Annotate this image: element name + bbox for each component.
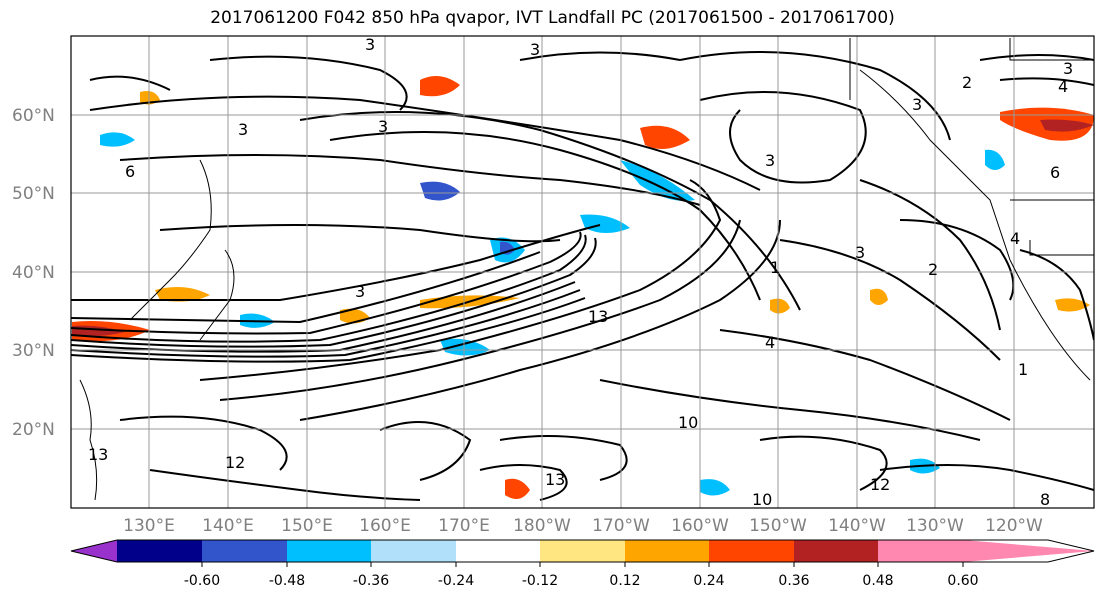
colorbar-segment xyxy=(794,540,878,562)
lon-label: 180°W xyxy=(513,516,571,536)
contour-label: 1 xyxy=(1018,360,1028,379)
lon-label: 140°E xyxy=(202,516,254,536)
colorbar-tick-label: -0.12 xyxy=(522,573,558,589)
contour-label: 3 xyxy=(1063,59,1073,78)
colorbar-tick-label: 0.60 xyxy=(947,573,978,589)
contour-label: 4 xyxy=(765,333,775,352)
colorbar-segment xyxy=(625,540,709,562)
contour-label: 13 xyxy=(545,470,565,489)
contour-label: 1 xyxy=(770,258,780,277)
lon-label: 130°E xyxy=(123,516,175,536)
colorbar-tick-label: -0.24 xyxy=(438,573,474,589)
contour-label: 4 xyxy=(1058,77,1068,96)
contour-label: 6 xyxy=(125,162,135,181)
contour-label: 3 xyxy=(530,40,540,59)
colorbar-segment xyxy=(540,540,625,562)
lon-label: 170°E xyxy=(438,516,490,536)
lat-label: 30°N xyxy=(12,341,55,361)
colorbar-segment xyxy=(287,540,371,562)
colorbar-tick-label: -0.48 xyxy=(269,573,305,589)
colorbar-extend-high xyxy=(963,540,1094,562)
contour-label: 3 xyxy=(912,95,922,114)
lon-label: 130°W xyxy=(906,516,964,536)
contour-label: 13 xyxy=(88,445,108,464)
lon-label: 150°W xyxy=(749,516,807,536)
colorbar-tick-label: -0.60 xyxy=(184,573,220,589)
contour-label: 3 xyxy=(855,243,865,262)
map-frame xyxy=(70,35,1095,509)
graticule xyxy=(71,36,1094,508)
colorbar-tick-label: -0.36 xyxy=(353,573,389,589)
colorbar: -0.60 -0.48 -0.36 -0.24 -0.12 0.12 0.24 … xyxy=(70,539,1095,589)
contour-label: 10 xyxy=(678,413,698,432)
lat-label: 40°N xyxy=(12,263,55,283)
contour-labels: 3 6 3 3 3 2 3 4 3 3 3 6 1 3 4 13 4 2 1 1… xyxy=(88,35,1073,509)
colorbar-segment xyxy=(371,540,456,562)
lat-label: 60°N xyxy=(12,106,55,126)
latitude-labels: 60°N 50°N 40°N 30°N 20°N xyxy=(12,106,55,440)
contour-label: 3 xyxy=(378,117,388,136)
contour-label: 12 xyxy=(225,453,245,472)
map-panel: 3 6 3 3 3 2 3 4 3 3 3 6 1 3 4 13 4 2 1 1… xyxy=(71,35,1094,509)
contour-label: 3 xyxy=(365,35,375,54)
lon-label: 140°W xyxy=(828,516,886,536)
qvapor-shading xyxy=(72,76,1094,499)
colorbar-tick-label: 0.12 xyxy=(609,573,640,589)
colorbar-tick-label: 0.36 xyxy=(778,573,809,589)
colorbar-tick-label: 0.48 xyxy=(862,573,893,589)
contour-label: 10 xyxy=(752,490,772,509)
colorbar-segment xyxy=(117,540,202,562)
lon-label: 160°W xyxy=(671,516,729,536)
contour-label: 13 xyxy=(588,307,608,326)
contour-label: 12 xyxy=(870,475,890,494)
lat-label: 50°N xyxy=(12,184,55,204)
lat-label: 20°N xyxy=(12,420,55,440)
lon-label: 170°W xyxy=(592,516,650,536)
contour-label: 3 xyxy=(355,282,365,301)
lon-label: 160°E xyxy=(359,516,411,536)
contour-label: 8 xyxy=(1040,490,1050,509)
colorbar-segment xyxy=(202,540,287,562)
longitude-labels: 130°E 140°E 150°E 160°E 170°E 180°W 170°… xyxy=(123,516,1043,536)
ivt-contours xyxy=(71,51,1094,501)
colorbar-extend-low xyxy=(71,540,117,562)
contour-label: 2 xyxy=(928,260,938,279)
lon-label: 120°W xyxy=(985,516,1043,536)
map-title: 2017061200 F042 850 hPa qvapor, IVT Land… xyxy=(210,8,895,28)
colorbar-segment xyxy=(456,540,540,562)
contour-label: 6 xyxy=(1050,163,1060,182)
colorbar-tick-label: 0.24 xyxy=(693,573,724,589)
contour-label: 2 xyxy=(962,73,972,92)
colorbar-segment xyxy=(878,540,963,562)
coastlines xyxy=(79,38,1094,501)
colorbar-segment xyxy=(709,540,794,562)
contour-label: 3 xyxy=(765,151,775,170)
contour-label: 3 xyxy=(238,120,248,139)
lon-label: 150°E xyxy=(281,516,333,536)
contour-label: 4 xyxy=(1010,229,1020,248)
